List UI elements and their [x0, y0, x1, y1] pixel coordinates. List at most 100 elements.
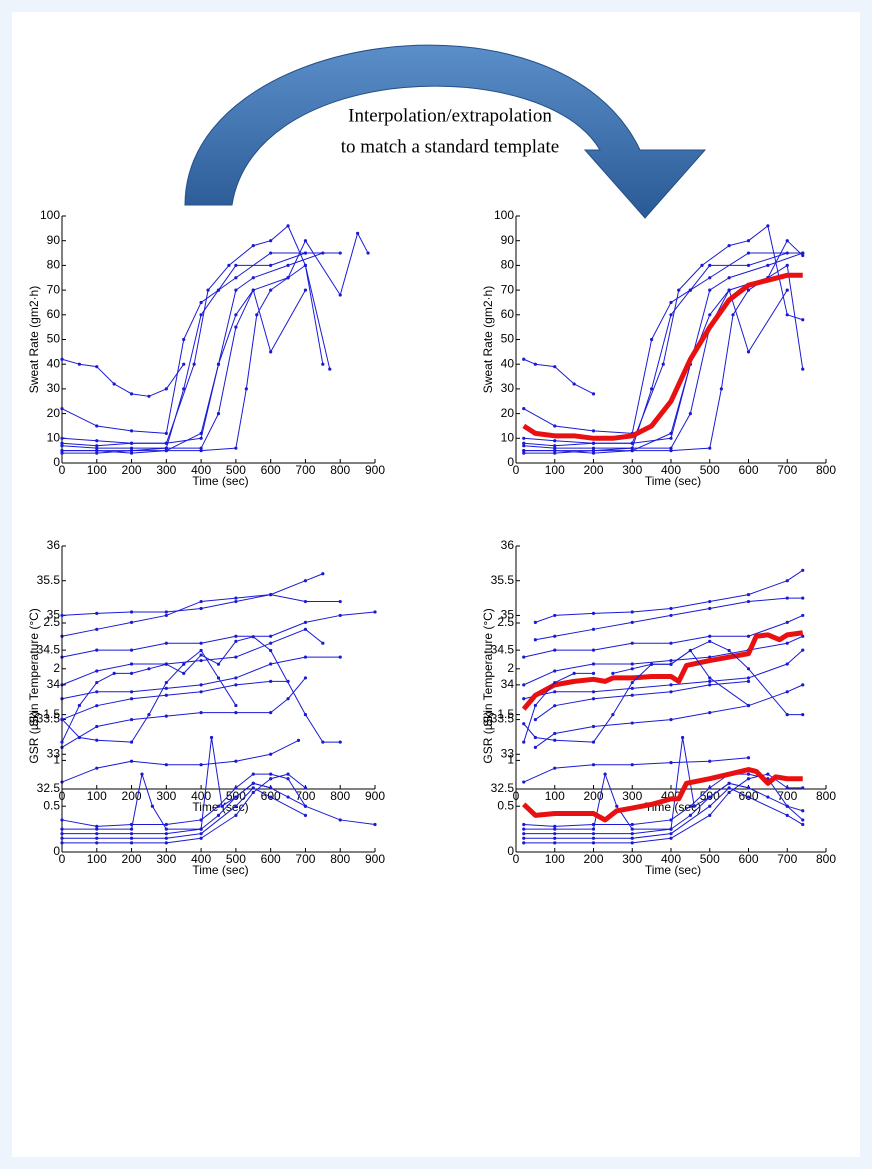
x-tick-label: 300: [622, 789, 642, 803]
data-point: [591, 446, 596, 450]
data-point: [95, 738, 99, 742]
data-point: [269, 634, 273, 638]
data-point: [234, 786, 238, 790]
y-tick-label: 50: [501, 332, 515, 346]
x-axis-label: Time (sec): [192, 863, 248, 877]
data-point: [234, 599, 238, 604]
data-point: [669, 446, 673, 450]
data-point: [147, 667, 151, 671]
data-point: [746, 795, 751, 799]
data-point: [216, 362, 221, 366]
y-tick-label: 35.5: [37, 573, 61, 587]
data-point: [95, 648, 99, 652]
data-point: [60, 836, 64, 840]
x-axis-label: Time (sec): [645, 474, 701, 488]
x-tick-label: 700: [295, 852, 315, 866]
data-point: [727, 790, 731, 795]
data-point: [129, 610, 134, 614]
data-point: [801, 251, 805, 255]
data-point: [199, 313, 203, 317]
data-point: [801, 367, 805, 371]
y-tick-label: 1: [53, 753, 60, 767]
y-tick-label: 0: [507, 844, 514, 858]
data-point: [199, 653, 203, 657]
data-point: [95, 704, 99, 708]
data-point: [801, 318, 805, 322]
data-point: [801, 648, 805, 652]
data-point: [95, 827, 99, 831]
data-point: [234, 596, 238, 600]
data-point: [199, 446, 203, 450]
y-tick-label: 2.5: [497, 615, 514, 629]
data-point: [227, 263, 231, 267]
data-point: [630, 836, 634, 840]
data-point: [785, 690, 789, 694]
y-tick-label: 40: [47, 356, 61, 370]
data-point: [611, 671, 615, 675]
data-point: [95, 446, 99, 450]
data-point: [669, 436, 673, 440]
data-point: [708, 786, 712, 790]
data-point: [591, 841, 596, 845]
y-tick-label: 90: [47, 233, 61, 247]
x-tick-label: 400: [191, 852, 211, 866]
data-point: [269, 772, 273, 776]
x-tick-label: 100: [545, 463, 565, 477]
data-point: [234, 683, 238, 687]
data-point: [303, 655, 308, 659]
data-point: [95, 724, 99, 729]
data-point: [303, 620, 308, 624]
data-point: [150, 804, 155, 808]
data-point: [199, 431, 203, 435]
x-axis-label: Time (sec): [645, 863, 701, 877]
data-point: [533, 703, 537, 708]
data-point: [681, 735, 685, 740]
data-point: [669, 313, 673, 317]
data-point: [164, 827, 168, 831]
x-tick-label: 400: [661, 852, 681, 866]
data-point: [269, 648, 273, 653]
data-point: [746, 676, 751, 680]
data-point: [164, 449, 168, 453]
data-point: [269, 350, 273, 354]
data-point: [746, 756, 751, 760]
data-point: [669, 761, 673, 765]
data-point: [801, 818, 805, 822]
data-point: [147, 713, 151, 717]
data-point: [615, 804, 619, 808]
data-point: [553, 836, 557, 840]
data-point: [303, 713, 308, 717]
data-point: [286, 276, 290, 280]
data-point: [708, 676, 712, 680]
data-point: [199, 658, 203, 663]
data-point: [60, 832, 64, 836]
data-point: [60, 441, 64, 445]
data-point: [669, 606, 673, 611]
y-tick-label: 34: [47, 677, 61, 691]
y-axis-label: GSR (µS): [27, 711, 41, 763]
data-point: [164, 610, 168, 614]
data-point: [669, 836, 673, 840]
data-point: [572, 671, 576, 675]
data-point: [801, 809, 805, 813]
y-tick-label: 35.5: [491, 573, 515, 587]
data-point: [591, 832, 596, 836]
data-line: [61, 636, 341, 743]
y-tick-label: 32.5: [491, 781, 515, 795]
data-point: [77, 735, 81, 740]
data-line: [523, 782, 803, 835]
data-point: [216, 288, 221, 292]
data-point: [553, 365, 557, 369]
data-point: [234, 634, 238, 638]
x-tick-label: 100: [545, 789, 565, 803]
y-tick-label: 0.5: [43, 798, 60, 812]
data-point: [669, 613, 673, 618]
data-point: [60, 740, 64, 744]
data-point: [611, 713, 615, 717]
data-point: [688, 813, 692, 817]
data-line: [61, 358, 185, 397]
data-point: [669, 641, 673, 645]
data-point: [216, 804, 221, 808]
data-point: [553, 648, 557, 652]
data-point: [164, 693, 168, 697]
